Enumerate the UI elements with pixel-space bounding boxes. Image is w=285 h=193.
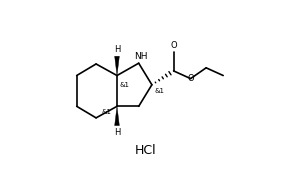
Text: &1: &1 [154, 88, 164, 94]
Text: H: H [115, 128, 121, 137]
Polygon shape [115, 106, 119, 126]
Polygon shape [115, 56, 119, 75]
Text: O: O [187, 74, 194, 83]
Text: &1: &1 [119, 82, 129, 88]
Text: O: O [170, 41, 177, 50]
Text: &1: &1 [101, 109, 111, 115]
Text: HCl: HCl [135, 144, 156, 157]
Text: NH: NH [134, 52, 148, 61]
Text: H: H [115, 45, 121, 54]
